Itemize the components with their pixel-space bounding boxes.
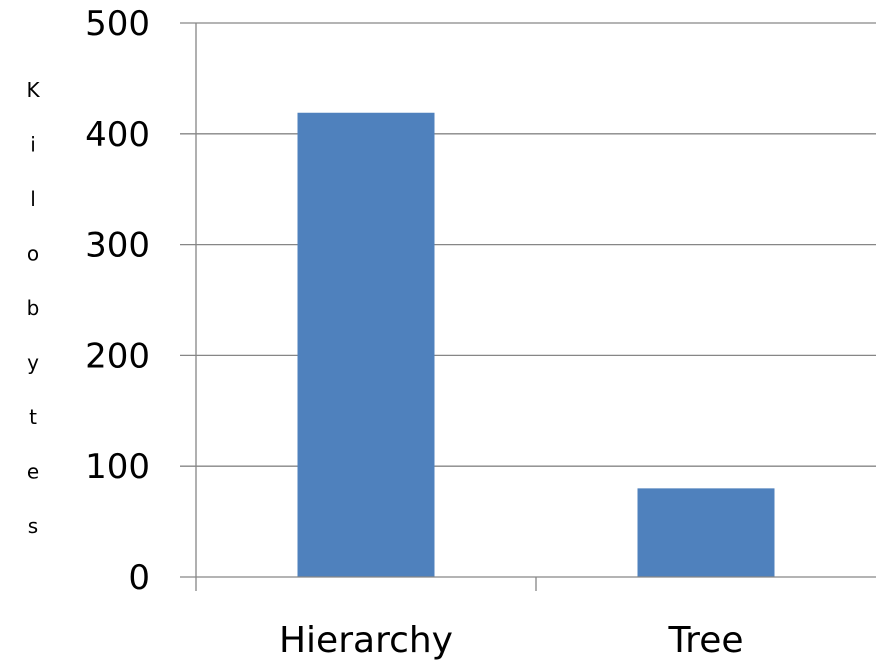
bars [297,112,775,578]
y-axis-label-char: K [26,78,40,102]
y-axis-label-char: i [30,133,36,157]
y-tick-label: 200 [85,336,150,376]
y-axis-label-char: o [27,242,39,266]
x-axis-ticks: Hierarchy Tree [279,620,744,661]
y-tick-label: 500 [85,4,150,44]
x-tick-label: Tree [667,620,743,661]
y-axis-label-char: s [28,514,38,538]
gridlines [180,22,876,467]
y-axis-label-char: t [29,405,37,429]
y-axis-ticks: 0 100 200 300 400 500 [85,4,150,598]
x-tick-label: Hierarchy [279,620,453,661]
y-tick-label: 400 [85,115,150,155]
y-axis-label-char: l [30,187,36,211]
y-tick-label: 300 [85,226,150,266]
bar [297,112,435,578]
y-axis-label: Ki l o b y t e s [26,78,40,538]
y-axis-label-char: b [27,296,40,320]
bar [637,488,775,577]
y-tick-label: 100 [85,447,150,487]
y-axis-label-char: e [27,460,39,484]
y-axis-label-char: y [27,351,39,375]
y-tick-label: 0 [128,558,150,598]
axes [180,23,876,591]
